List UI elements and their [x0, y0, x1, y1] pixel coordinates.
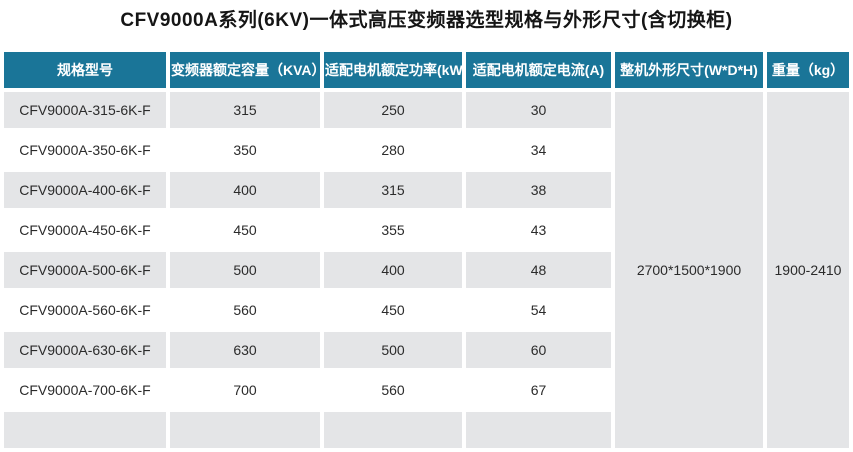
spec-table: 规格型号 变频器额定容量（KVA） 适配电机额定功率(kW) 适配电机额定电流(A) 整…: [0, 48, 853, 452]
dimensions-cell: 2700*1500*1900: [615, 92, 763, 448]
power-cell: 355: [324, 212, 462, 248]
model-cell: CFV9000A-315-6K-F: [4, 92, 166, 128]
bottom-strip-cell: [170, 412, 320, 448]
bottom-strip-cell: [324, 412, 462, 448]
column-header: 整机外形尺寸(W*D*H): [615, 52, 763, 88]
bottom-strip-cell: [4, 412, 166, 448]
spec-row: CFV9000A-700-6K-F 700 560 67: [4, 372, 849, 408]
column-header: 适配电机额定功率(kW): [324, 52, 462, 88]
header-row: 规格型号 变频器额定容量（KVA） 适配电机额定功率(kW) 适配电机额定电流(A) 整…: [4, 52, 849, 88]
model-cell: CFV9000A-630-6K-F: [4, 332, 166, 368]
power-cell: 400: [324, 252, 462, 288]
spec-row: CFV9000A-450-6K-F 450 355 43: [4, 212, 849, 248]
column-header: 规格型号: [4, 52, 166, 88]
capacity-cell: 500: [170, 252, 320, 288]
bottom-strip-cell: [466, 412, 611, 448]
capacity-cell: 350: [170, 132, 320, 168]
current-cell: 43: [466, 212, 611, 248]
current-cell: 67: [466, 372, 611, 408]
page-title: CFV9000A系列(6KV)一体式高压变频器选型规格与外形尺寸(含切换柜): [120, 10, 733, 31]
spec-row: CFV9000A-630-6K-F 630 500 60: [4, 332, 849, 368]
power-cell: 315: [324, 172, 462, 208]
power-cell: 250: [324, 92, 462, 128]
current-cell: 48: [466, 252, 611, 288]
capacity-cell: 400: [170, 172, 320, 208]
current-cell: 38: [466, 172, 611, 208]
capacity-cell: 315: [170, 92, 320, 128]
model-cell: CFV9000A-700-6K-F: [4, 372, 166, 408]
power-cell: 560: [324, 372, 462, 408]
model-cell: CFV9000A-560-6K-F: [4, 292, 166, 328]
current-cell: 60: [466, 332, 611, 368]
page: { "title": "CFV9000A系列(6KV)一体式高压变频器选型规格与…: [4, 10, 849, 448]
spec-table-header: 规格型号 变频器额定容量（KVA） 适配电机额定功率(kW) 适配电机额定电流(A) 整…: [4, 52, 849, 88]
spec-row: CFV9000A-315-6K-F 315 250 30 2700*1500*1900 1…: [4, 92, 849, 448]
spec-row: CFV9000A-400-6K-F 400 315 38: [4, 172, 849, 208]
model-cell: CFV9000A-400-6K-F: [4, 172, 166, 208]
capacity-cell: 450: [170, 212, 320, 248]
column-header: 适配电机额定电流(A): [466, 52, 611, 88]
model-cell: CFV9000A-500-6K-F: [4, 252, 166, 288]
capacity-cell: 630: [170, 332, 320, 368]
column-header: 变频器额定容量（KVA）: [170, 52, 320, 88]
spec-row: CFV9000A-500-6K-F 500 400 48: [4, 252, 849, 288]
power-cell: 500: [324, 332, 462, 368]
model-cell: CFV9000A-350-6K-F: [4, 132, 166, 168]
model-cell: CFV9000A-450-6K-F: [4, 212, 166, 248]
current-cell: 30: [466, 92, 611, 128]
current-cell: 54: [466, 292, 611, 328]
current-cell: 34: [466, 132, 611, 168]
spec-row: CFV9000A-350-6K-F 350 280 34: [4, 132, 849, 168]
spec-row: CFV9000A-560-6K-F 560 450 54: [4, 292, 849, 328]
capacity-cell: 700: [170, 372, 320, 408]
power-cell: 450: [324, 292, 462, 328]
weight-cell: 1900-2410: [767, 92, 849, 448]
power-cell: 280: [324, 132, 462, 168]
column-header: 重量（kg）: [767, 52, 849, 88]
capacity-cell: 560: [170, 292, 320, 328]
spec-table-body: CFV9000A-315-6K-F 315 250 30 2700*1500*1900 1…: [4, 92, 849, 448]
